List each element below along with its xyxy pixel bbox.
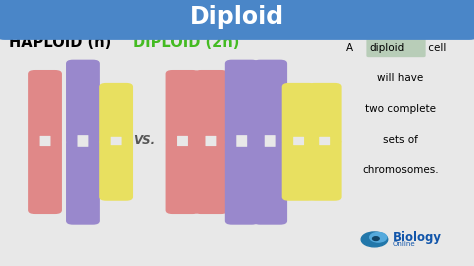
FancyBboxPatch shape bbox=[99, 139, 133, 201]
Text: A: A bbox=[346, 43, 356, 53]
FancyBboxPatch shape bbox=[28, 70, 62, 145]
Text: diploid: diploid bbox=[370, 43, 405, 53]
FancyBboxPatch shape bbox=[264, 135, 276, 147]
FancyBboxPatch shape bbox=[165, 70, 200, 145]
FancyBboxPatch shape bbox=[366, 37, 426, 57]
FancyBboxPatch shape bbox=[253, 139, 287, 225]
Text: Diploid: Diploid bbox=[190, 5, 284, 29]
Text: HAPLOID (n): HAPLOID (n) bbox=[9, 35, 112, 50]
FancyBboxPatch shape bbox=[194, 70, 228, 145]
FancyBboxPatch shape bbox=[0, 0, 474, 40]
FancyBboxPatch shape bbox=[282, 83, 316, 145]
FancyBboxPatch shape bbox=[308, 83, 342, 145]
FancyBboxPatch shape bbox=[319, 137, 330, 145]
Text: Online: Online bbox=[392, 241, 415, 247]
FancyBboxPatch shape bbox=[66, 60, 100, 145]
FancyBboxPatch shape bbox=[165, 139, 200, 214]
Text: cell: cell bbox=[425, 43, 446, 53]
Text: Biology: Biology bbox=[392, 231, 441, 244]
Text: VS.: VS. bbox=[134, 135, 155, 147]
FancyBboxPatch shape bbox=[293, 137, 304, 145]
FancyBboxPatch shape bbox=[225, 139, 259, 225]
FancyBboxPatch shape bbox=[77, 135, 88, 147]
Text: chromosomes.: chromosomes. bbox=[362, 165, 439, 175]
FancyBboxPatch shape bbox=[194, 139, 228, 214]
FancyBboxPatch shape bbox=[205, 136, 216, 146]
Circle shape bbox=[370, 232, 387, 242]
FancyBboxPatch shape bbox=[110, 137, 121, 145]
FancyBboxPatch shape bbox=[282, 139, 316, 201]
FancyBboxPatch shape bbox=[236, 135, 247, 147]
FancyBboxPatch shape bbox=[66, 139, 100, 225]
FancyBboxPatch shape bbox=[308, 139, 342, 201]
FancyBboxPatch shape bbox=[253, 60, 287, 145]
Circle shape bbox=[361, 232, 388, 247]
FancyBboxPatch shape bbox=[28, 139, 62, 214]
Text: DIPLOID (2n): DIPLOID (2n) bbox=[133, 35, 239, 50]
FancyBboxPatch shape bbox=[177, 136, 188, 146]
FancyBboxPatch shape bbox=[225, 60, 259, 145]
Text: sets of: sets of bbox=[383, 135, 418, 145]
Text: will have: will have bbox=[377, 73, 424, 84]
FancyBboxPatch shape bbox=[99, 83, 133, 145]
FancyBboxPatch shape bbox=[39, 136, 51, 146]
Text: two complete: two complete bbox=[365, 104, 436, 114]
Circle shape bbox=[373, 237, 379, 240]
